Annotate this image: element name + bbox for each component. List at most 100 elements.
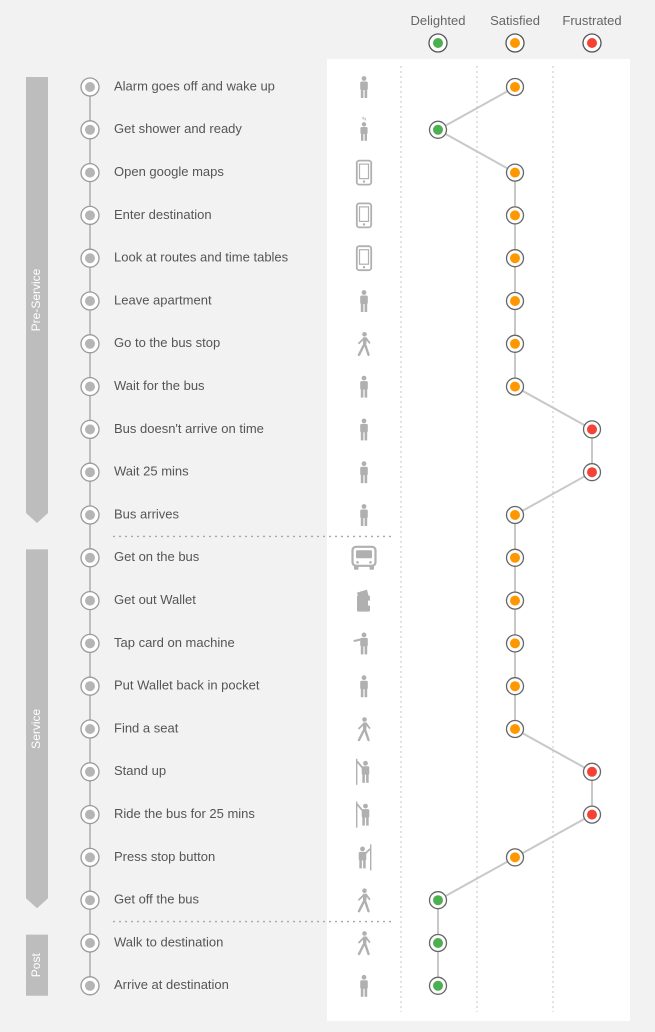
timeline-node-dot [85,852,95,863]
step-icons [351,76,377,997]
timeline-node-dot [85,681,95,692]
emotion-point-dot [510,681,520,692]
person-holding-pole-icon [356,801,370,828]
emotion-point-dot [510,296,520,306]
step-label: Arrive at destination [114,977,229,992]
person-standing-icon [360,504,368,526]
person-standing-icon [360,974,368,997]
phase-bar-service [26,549,48,909]
person-walking-icon [357,888,371,913]
emotion-point-dot [433,938,443,948]
person-standing-icon [360,418,368,441]
smartphone-icon [355,159,373,186]
person-standing-icon [360,461,368,484]
step-label: Wait for the bus [114,378,205,393]
timeline-node-dot [85,938,95,948]
timeline-node-dot [85,766,95,777]
person-standing-icon [360,375,368,398]
emotion-point-dot [587,809,597,820]
timeline-node-dot [85,296,95,306]
timeline-node-dot [85,595,95,606]
emotion-point-dot [510,595,520,606]
step-label: Bus arrives [114,506,180,521]
person-walking-icon [357,332,371,356]
emotion-point-dot [510,852,520,863]
emotion-point-dot [433,124,443,135]
smartphone-icon [355,202,373,229]
header-label-satisfied: Satisfied [490,13,540,28]
step-label: Get shower and ready [114,121,242,136]
person-tapping-icon [353,632,368,655]
emotion-column-guides [113,66,554,1012]
step-label: Walk to destination [114,934,223,949]
step-label: Get off the bus [114,892,200,907]
emotion-points [428,77,602,995]
step-label: Bus doesn't arrive on time [114,421,264,436]
emotion-point-dot [510,552,520,563]
phase-bars: Pre-Service Service Post [26,77,48,996]
smartphone-icon [355,245,373,272]
step-label: Look at routes and time tables [114,250,289,265]
timeline-node-dot [85,809,95,820]
emotion-point-dot [510,167,520,178]
step-label: Leave apartment [114,292,212,307]
step-label: Put Wallet back in pocket [114,678,260,693]
step-label: Open google maps [114,164,224,179]
person-standing-icon [360,290,368,312]
timeline-node-dot [85,210,95,221]
step-label: Press stop button [114,849,215,864]
step-label: Go to the bus stop [114,335,220,350]
person-holding-pole-icon [356,758,370,785]
emotion-panel [327,59,630,1021]
emotion-point-dot [510,381,520,392]
emotion-point-dot [587,424,597,435]
timeline-node-dot [85,381,95,392]
emotion-point-dot [433,895,443,906]
step-label: Ride the bus for 25 mins [114,806,255,821]
step-label: Get on the bus [114,549,200,564]
step-label: Tap card on machine [114,635,235,650]
timeline-node-dot [85,338,95,349]
header-dot-delighted [433,38,443,48]
person-standing-icon [360,675,368,698]
emotion-point-dot [433,980,443,991]
emotion-point-dot [510,210,520,221]
person-standing-icon [360,76,368,98]
step-label: Enter destination [114,207,212,222]
emotion-header: Delighted Satisfied Frustrated [411,13,622,53]
timeline-node-dot [85,424,95,435]
emotion-point-dot [510,638,520,649]
timeline [80,77,100,996]
phase-label: Post [29,953,43,978]
timeline-node-dot [85,980,95,991]
step-labels: Alarm goes off and wake up Get shower and… [114,78,289,992]
step-label: Wait 25 mins [114,464,189,479]
phase-bar-post [26,934,48,996]
timeline-node-dot [85,724,95,734]
timeline-node-dot [85,638,95,649]
wallet-icon [357,589,371,612]
timeline-node-dot [85,552,95,563]
emotion-connector [435,86,593,986]
emotion-point-dot [587,766,597,777]
step-label: Alarm goes off and wake up [114,78,275,93]
header-label-frustrated: Frustrated [562,13,621,28]
emotion-point-dot [587,467,597,478]
timeline-node-dot [85,895,95,906]
timeline-node-dot [85,253,95,264]
header-dot-satisfied [510,38,520,48]
emotion-point-dot [510,253,520,264]
emotion-point-dot [510,510,520,520]
emotion-point-dot [510,338,520,349]
header-label-delighted: Delighted [411,13,466,28]
timeline-node-dot [85,467,95,478]
timeline-node-dot [85,82,95,92]
timeline-node-dot [85,167,95,178]
header-dot-frustrated [587,38,597,48]
timeline-node-dot [85,510,95,520]
step-label: Stand up [114,763,166,778]
emotion-curve [435,86,593,986]
person-walking-icon [357,717,371,742]
